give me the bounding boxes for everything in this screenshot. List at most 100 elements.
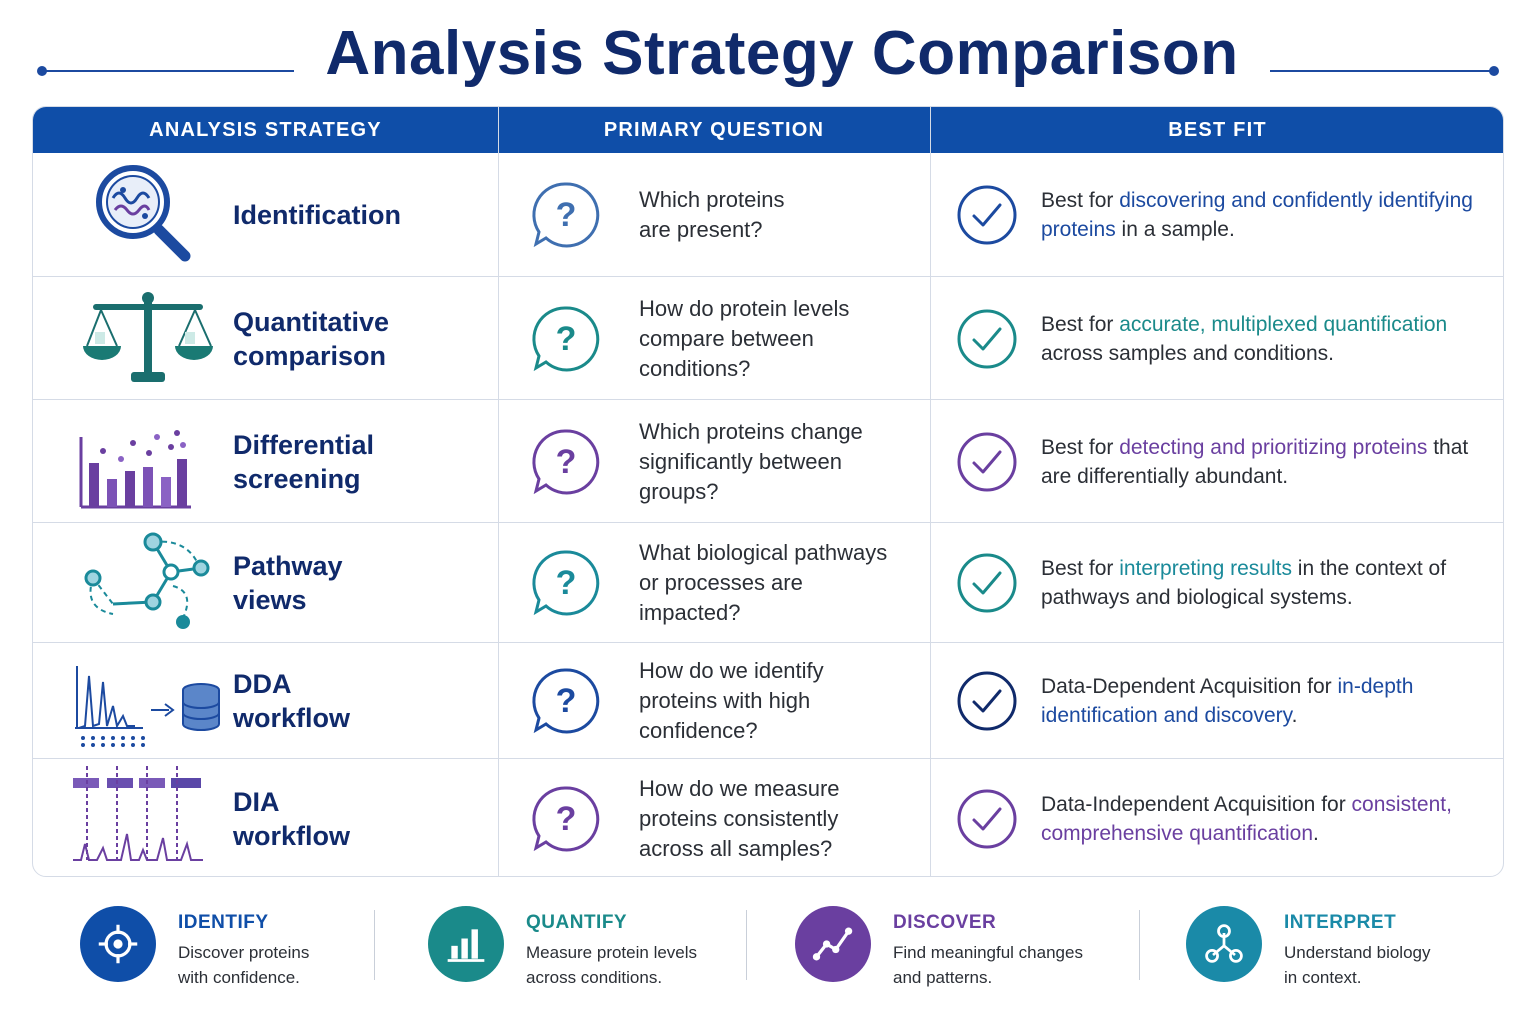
- primary-question-line: groups?: [639, 478, 719, 504]
- title-ornament-line: [1270, 70, 1494, 72]
- primary-question: How do we measure proteins consistently ac…: [639, 774, 909, 864]
- best-fit-suffix: .: [1313, 822, 1319, 845]
- best-fit-highlight: interpreting results: [1119, 557, 1292, 580]
- footer-item-description: Understand biology in context.: [1284, 940, 1504, 990]
- column-header-question: PRIMARY QUESTION: [603, 119, 825, 141]
- magnifier-icon: [73, 160, 223, 270]
- svg-text:?: ?: [556, 443, 577, 481]
- primary-question-line: across all samples?: [639, 836, 833, 861]
- best-fit-suffix: in a sample.: [1115, 217, 1235, 241]
- column-divider: [930, 107, 931, 876]
- best-fit-text: Data-Dependent Acquisition for in-depth …: [1041, 672, 1491, 730]
- strategy-name: Identification: [233, 198, 401, 232]
- primary-question-line: What biological pathways: [639, 540, 888, 565]
- title-ornament-line: [42, 70, 294, 72]
- best-fit-prefix: Data-Independent Acquisition for: [1041, 793, 1352, 816]
- svg-text:?: ?: [556, 564, 577, 602]
- footer-summary: IDENTIFY Discover proteins with confidence…: [0, 896, 1536, 1006]
- primary-question-line: or processes are: [639, 570, 803, 595]
- best-fit-suffix: in the context of pathways and biologica…: [1041, 557, 1447, 609]
- footer-item-description-line: in context.: [1284, 968, 1362, 987]
- best-fit-text: Data-Independent Acquisition for consist…: [1041, 790, 1491, 848]
- table-row: DDA workflow ? How do we identify proteins…: [33, 642, 1503, 758]
- strategy-name-line: comparison: [233, 340, 387, 371]
- strategy-name-line: workflow: [233, 821, 351, 851]
- primary-question: How do protein levels compare between cond…: [639, 294, 909, 384]
- strategy-name-line: screening: [233, 463, 361, 494]
- best-fit-prefix: Best for: [1041, 557, 1120, 580]
- bar-chart-dots-icon: [73, 407, 223, 517]
- footer-item-interpret: INTERPRET Understand biology in context.: [1186, 896, 1506, 1006]
- spectrum-database-icon: [73, 646, 223, 756]
- footer-item-description-line: with confidence.: [178, 968, 300, 987]
- network-icon: [73, 528, 223, 638]
- best-fit-text: Best for discovering and confidently ide…: [1041, 186, 1491, 244]
- footer-item-description: Find meaningful changes and patterns.: [893, 940, 1113, 990]
- footer-item-description-line: across conditions.: [526, 968, 663, 987]
- primary-question-line: proteins consistently: [639, 806, 839, 831]
- footer-item-description: Discover proteins with confidence.: [178, 940, 398, 990]
- table-row: Quantitative comparison ? How do protein …: [33, 276, 1503, 399]
- footer-item-identify: IDENTIFY Discover proteins with confidence…: [80, 896, 400, 1006]
- svg-text:?: ?: [556, 320, 577, 358]
- svg-text:?: ?: [556, 682, 577, 720]
- best-fit-suffix: that are differentially abundant.: [1041, 435, 1469, 488]
- trend-line-icon: [795, 906, 871, 982]
- question-bubble-icon: ?: [530, 179, 602, 251]
- strategy-name-line: DDA: [233, 669, 292, 699]
- table-row: DIA workflow ? How do we measure proteins …: [33, 758, 1503, 876]
- svg-text:?: ?: [556, 800, 577, 838]
- strategy-name: DDA workflow: [233, 667, 350, 735]
- strategy-name-line: Differential: [233, 429, 375, 460]
- scale-icon: [73, 284, 223, 394]
- table-row: Differential screening ? Which proteins c…: [33, 399, 1503, 522]
- best-fit-text: Best for accurate, multiplexed quantific…: [1041, 310, 1491, 368]
- question-bubble-icon: ?: [530, 303, 602, 375]
- strategy-name-line: views: [233, 585, 307, 615]
- strategy-name-line: Pathway: [233, 551, 343, 581]
- best-fit-highlight: accurate, multiplexed quantification: [1119, 312, 1448, 336]
- primary-question-line: confidence?: [639, 718, 758, 743]
- footer-item-discover: DISCOVER Find meaningful changes and patte…: [795, 896, 1115, 1006]
- best-fit-prefix: Data-Dependent Acquisition for: [1041, 675, 1338, 698]
- primary-question-line: are present?: [639, 216, 763, 242]
- primary-question-line: How do we identify: [639, 658, 824, 683]
- primary-question-line: significantly between: [639, 448, 843, 474]
- best-fit-prefix: Best for: [1041, 435, 1120, 459]
- primary-question-line: compare between: [639, 325, 814, 351]
- footer-item-title: DISCOVER: [893, 912, 997, 933]
- strategy-name: Pathway views: [233, 549, 343, 617]
- primary-question: Which proteins change significantly betwe…: [639, 417, 909, 507]
- strategy-name: Differential screening: [233, 428, 374, 496]
- primary-question: What biological pathways or processes are…: [639, 538, 909, 628]
- strategy-name-line: Identification: [233, 199, 401, 230]
- checkmark-icon: [955, 307, 1019, 371]
- strategy-name-line: workflow: [233, 703, 351, 733]
- primary-question-line: How do protein levels: [639, 295, 850, 321]
- column-header-best-fit: BEST FIT: [1168, 119, 1267, 141]
- footer-item-quantify: QUANTIFY Measure protein levels across con…: [428, 896, 748, 1006]
- svg-text:?: ?: [556, 196, 577, 234]
- footer-divider: [746, 910, 747, 980]
- dia-windows-icon: [73, 764, 223, 874]
- primary-question: How do we identify proteins with high conf…: [639, 656, 909, 746]
- question-bubble-icon: ?: [530, 665, 602, 737]
- footer-divider: [374, 910, 375, 980]
- column-header-strategy: ANALYSIS STRATEGY: [149, 119, 382, 141]
- checkmark-icon: [955, 183, 1019, 247]
- primary-question-line: Which proteins: [639, 186, 785, 212]
- page-title: Analysis Strategy Comparison: [325, 19, 1239, 88]
- primary-question-line: conditions?: [639, 355, 751, 381]
- checkmark-icon: [955, 430, 1019, 494]
- question-bubble-icon: ?: [530, 783, 602, 855]
- best-fit-prefix: Best for: [1041, 188, 1120, 212]
- footer-item-title: QUANTIFY: [526, 912, 628, 933]
- best-fit-prefix: Best for: [1041, 312, 1120, 336]
- checkmark-icon: [955, 787, 1019, 851]
- footer-item-title: INTERPRET: [1284, 912, 1397, 933]
- column-divider: [498, 107, 499, 876]
- strategy-name-line: DIA: [233, 787, 280, 817]
- strategy-name-line: Quantitative: [233, 306, 390, 337]
- footer-item-description: Measure protein levels across conditions.: [526, 940, 746, 990]
- primary-question: Which proteins are present?: [639, 185, 909, 245]
